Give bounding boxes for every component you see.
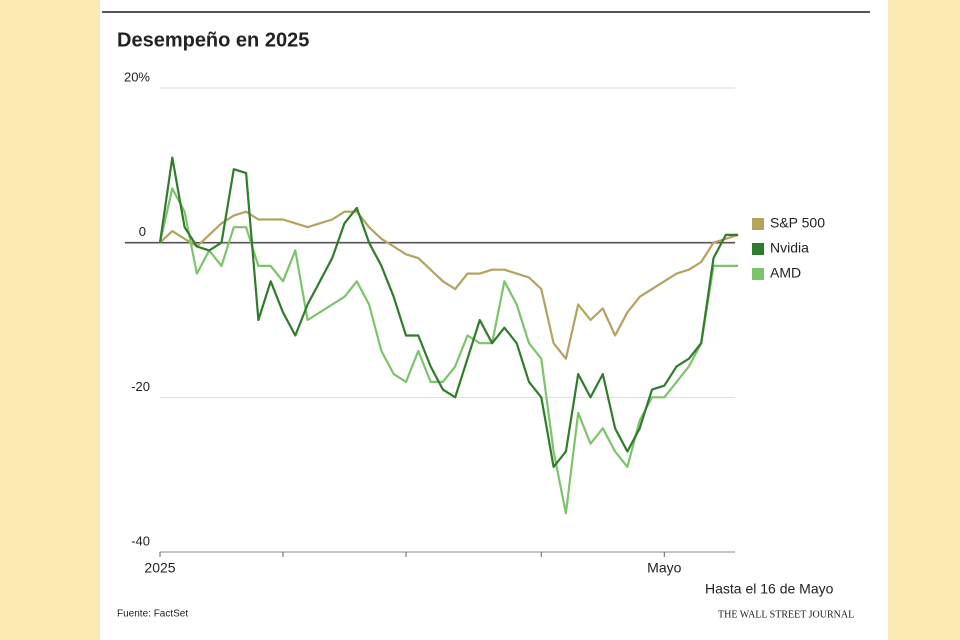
note: Hasta el 16 de Mayo: [705, 581, 834, 597]
source: Fuente: FactSet: [117, 609, 188, 620]
series-line: [158, 156, 739, 468]
legend-label: S&P 500: [770, 215, 825, 231]
y-tick-label: -40: [131, 533, 150, 548]
legend-label: Nvidia: [770, 240, 809, 256]
series-line: [158, 187, 739, 515]
y-tick-label: 20%: [124, 69, 150, 84]
y-tick-label: 0: [139, 224, 146, 239]
publisher: THE WALL STREET JOURNAL: [718, 609, 854, 620]
legend-swatch: [752, 268, 764, 280]
legend-swatch: [752, 243, 764, 255]
legend-swatch: [752, 218, 764, 230]
x-tick-label: Mayo: [647, 560, 681, 576]
chart-title: Desempeño en 2025: [117, 29, 309, 51]
y-tick-label: -20: [131, 379, 150, 394]
x-tick-label: 2025: [144, 560, 175, 576]
legend-label: AMD: [770, 265, 801, 281]
series-line: [159, 210, 739, 360]
card: [100, 0, 888, 640]
